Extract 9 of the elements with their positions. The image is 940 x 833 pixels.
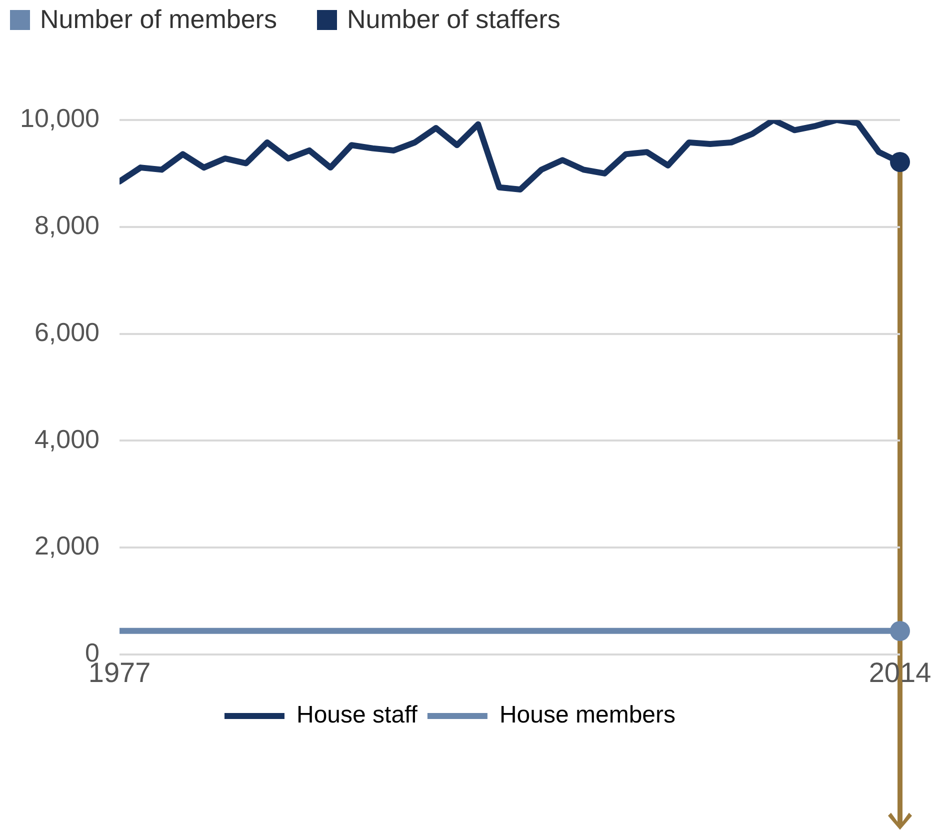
text: Number of staffers — [346, 4, 560, 35]
y-tick-label: 8,000 — [34, 210, 100, 240]
y-tick-label: 10,000 — [20, 103, 100, 134]
text: Number of members — [40, 4, 277, 35]
y-tick-label: 6,000 — [34, 316, 100, 347]
legend-label: House staff — [296, 702, 418, 729]
y-tick-label: 2,000 — [34, 530, 100, 561]
legend-label: House members — [499, 702, 676, 729]
y-tick-label: 4,000 — [34, 424, 100, 454]
